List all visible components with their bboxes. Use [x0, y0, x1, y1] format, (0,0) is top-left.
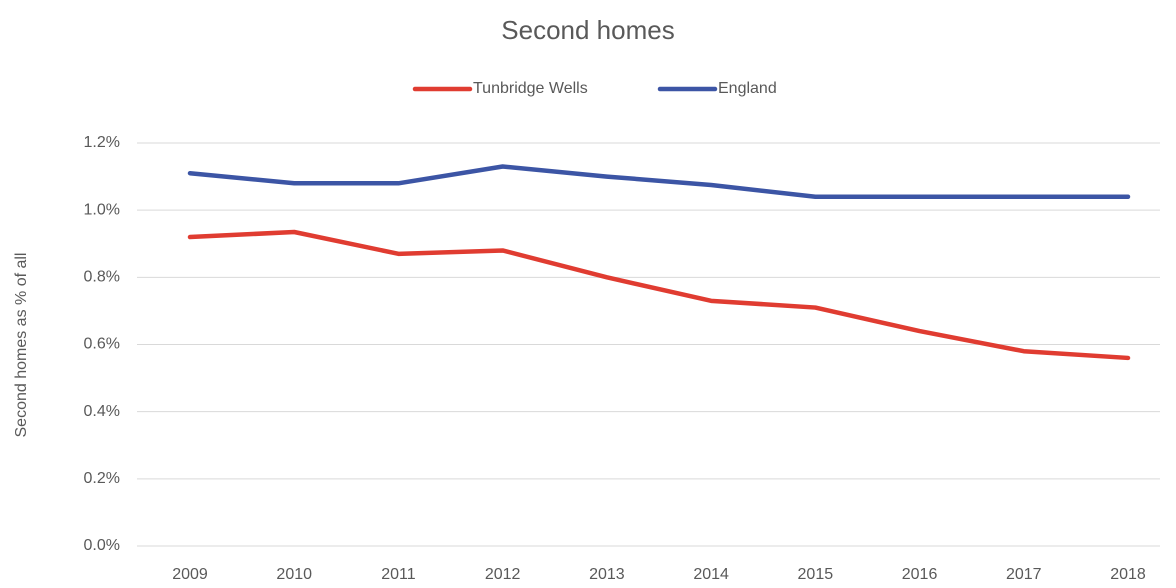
y-tick-label: 0.8%: [84, 269, 120, 286]
x-tick-label: 2015: [798, 566, 834, 583]
x-tick-label: 2014: [693, 566, 729, 583]
legend-label: Tunbridge Wells: [473, 80, 588, 97]
line-series: [187, 164, 1131, 199]
y-tick-label: 0.0%: [84, 537, 120, 554]
y-axis-label: Second homes as % of all: [13, 253, 30, 438]
x-tick-label: 2010: [276, 566, 312, 583]
x-tick-label: 2017: [1006, 566, 1042, 583]
y-tick-label: 1.0%: [84, 201, 120, 218]
chart-title: Second homes: [501, 15, 674, 45]
y-tick-label: 1.2%: [84, 134, 120, 151]
line-series: [187, 229, 1131, 361]
x-tick-label: 2013: [589, 566, 625, 583]
x-tick-label: 2012: [485, 566, 521, 583]
x-tick-label: 2009: [172, 566, 208, 583]
y-tick-label: 0.2%: [84, 470, 120, 487]
y-tick-label: 0.6%: [84, 336, 120, 353]
x-tick-label: 2018: [1110, 566, 1146, 583]
legend-label: England: [718, 80, 777, 97]
y-tick-label: 0.4%: [84, 403, 120, 420]
x-tick-label: 2011: [381, 566, 416, 583]
x-tick-label: 2016: [902, 566, 938, 583]
